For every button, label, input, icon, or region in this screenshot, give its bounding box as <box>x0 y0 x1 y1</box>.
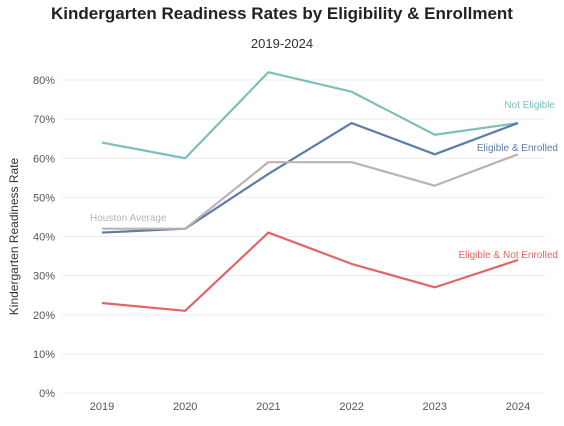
y-tick-label: 70% <box>33 114 55 126</box>
series-line-not-eligible <box>101 71 519 160</box>
y-tick-label: 30% <box>33 271 55 283</box>
y-tick-label: 40% <box>33 232 55 244</box>
x-tick-label: 2024 <box>506 401 530 413</box>
gridlines <box>62 79 545 394</box>
series-lines <box>101 71 519 312</box>
y-axis-ticks: 0% 10% 20% 30% 40% 50% 60% 70% 80% <box>33 75 55 400</box>
series-label: Eligible & Enrolled <box>477 143 558 154</box>
series-line-eligible-not-enrolled <box>101 231 519 312</box>
y-tick-label: 10% <box>33 349 55 361</box>
x-tick-label: 2019 <box>90 401 114 413</box>
series-label: Houston Average <box>90 213 167 224</box>
series-label: Not Eligible <box>504 100 555 111</box>
series-labels: Not Eligible Eligible & Enrolled Houston A… <box>90 100 558 261</box>
x-tick-label: 2020 <box>173 401 197 413</box>
y-tick-label: 80% <box>33 75 55 87</box>
y-tick-label: 50% <box>33 192 55 204</box>
x-axis-ticks: 2019 2020 2021 2022 2023 2024 <box>90 401 530 413</box>
y-axis-label: Kindergarten Readiness Rate <box>7 157 21 315</box>
x-tick-label: 2021 <box>256 401 280 413</box>
x-tick-label: 2023 <box>423 401 447 413</box>
x-tick-label: 2022 <box>339 401 363 413</box>
y-tick-label: 60% <box>33 153 55 165</box>
chart-subtitle: 2019-2024 <box>250 36 314 51</box>
series-line-houston-average <box>102 153 519 230</box>
chart-title: Kindergarten Readiness Rates by Eligibil… <box>51 4 513 23</box>
y-tick-label: 0% <box>39 388 55 400</box>
y-tick-label: 20% <box>33 310 55 322</box>
series-label: Eligible & Not Enrolled <box>459 250 559 261</box>
